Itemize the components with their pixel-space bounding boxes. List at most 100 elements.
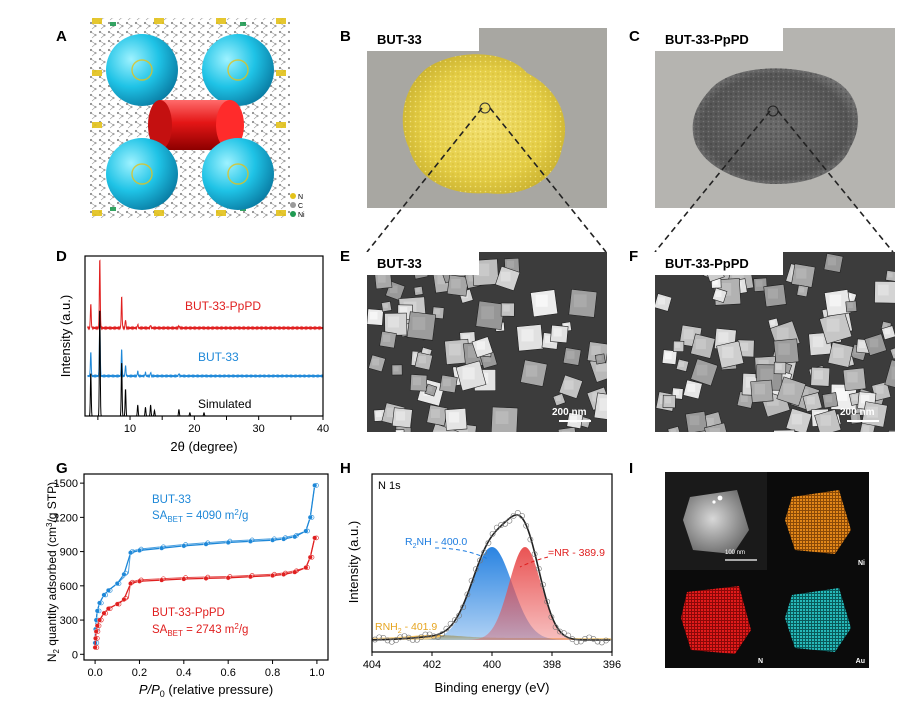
isotherm-ytick-label: 600 [60,581,78,593]
xps-raw-point [477,557,483,564]
sa-value-ppd: SABET = 2743 m2/g [152,622,248,638]
isotherm-point-open [116,581,122,586]
sem-crystal [414,351,433,371]
isotherm-xlabel: P/P0 (relative pressure) [139,682,273,699]
isotherm-point-open [95,636,100,641]
xps-raw-point [393,637,399,644]
isotherm-chart: 0.0 0.2 0.4 0.6 0.8 1.0 0 300 600 900 1200 1500 P/P… [45,473,329,699]
sem-crystal [391,364,403,376]
pxrd-series-1 [87,323,324,379]
pxrd-xtick-label: 40 [317,423,329,435]
xps-raw-point [603,637,609,644]
photo-but33-ppd: BUT-33-PpPD [655,28,895,208]
xps-label-rnh2: RNH2 - 401.9 [375,621,437,635]
eds-label-au: Au [855,658,865,665]
sem-crystal [426,404,449,427]
xps-raw-point [544,598,551,605]
sem-crystal [810,366,831,387]
sem-crystal [520,359,548,387]
sem-crystal [406,311,437,341]
xps-xtick-label: 404 [363,659,381,671]
sem-crystal [391,407,413,429]
isotherm-point-open [161,576,166,582]
xps-raw-point [489,530,496,537]
xps-xtick-label: 402 [423,659,441,671]
isotherm-label-ppd: BUT-33-PpPD [152,607,225,619]
sem-crystal [444,408,468,431]
isotherm-point-open [107,588,113,593]
xps-component-0 [372,547,612,640]
isotherm-xtick-label: 0.0 [87,667,102,679]
isotherm-point-open [205,540,211,546]
sem-crystal [562,347,582,366]
sem-crystal [552,393,566,407]
xps-raw-point [577,638,584,645]
pxrd-ylabel: Intensity (a.u.) [58,295,73,377]
pxrd-series-0 [87,259,324,331]
legend-c: C [297,203,304,210]
panel-label-i: I [629,460,634,477]
xps-raw-point [456,612,462,619]
xps-raw-point [443,625,450,632]
isotherm-ytick-label: 300 [60,615,78,627]
sem-crystal [500,302,515,317]
xps-raw-point [388,638,395,645]
xps-raw-point [569,636,576,643]
xps-leader-r2nh [434,547,489,560]
isotherm-point-open [161,544,166,550]
xps-raw-point [485,540,492,546]
isotherm-point-open [305,528,310,534]
sem-crystal [494,265,521,292]
sem-crystal [594,353,606,365]
isotherm-point-open [314,483,319,488]
xps-raw-point [552,624,559,631]
photo-but33: BUT-33 [367,28,607,208]
sem-crystal [662,394,676,409]
xps-raw-point [397,634,404,641]
eds-label-n: N [757,658,763,665]
xps-raw-point [430,633,437,640]
isotherm-point-open [294,568,299,574]
xps-envelope [371,514,611,641]
xps-raw-point [590,635,597,642]
isotherm-point-open [305,565,310,570]
sem-crystal [796,284,809,298]
pxrd-chart: 10 20 30 40 2θ (degree) Intensity (a.u.) BU… [58,255,329,454]
eds-scale-label: 100 nm [725,550,746,556]
isotherm-point-open [123,595,129,601]
xps-raw-point [498,522,504,528]
sem-crystal [593,392,607,422]
legend-n: N [297,194,304,201]
xps-raw-point [565,632,572,639]
isotherm-xtick-label: 0.2 [132,667,147,679]
panel-label-f: F [629,248,639,265]
sem-crystal [814,408,842,432]
isotherm-point-open [205,574,211,580]
sem-crystal [885,270,895,282]
xps-raw-point [523,522,530,529]
panel-label-a: A [56,28,67,45]
xps-raw-point [422,631,429,638]
isotherm-point-open [309,555,315,560]
xps-raw-point [439,631,446,637]
xps-raw-point [447,620,454,627]
sem-crystal [889,345,895,360]
sem-crystal [819,311,853,345]
pxrd-xtick-label: 10 [124,423,136,435]
sem-crystal [682,379,703,400]
sem-crystal [785,407,813,432]
xps-raw-point [573,638,580,645]
xps-raw-point [384,637,391,644]
sem-crystal [823,253,844,273]
sem-crystal [379,330,397,349]
panel-label-g: G [56,460,68,477]
sem-crystal [704,422,730,432]
isotherm-desorption-0 [94,485,316,643]
isotherm-ytick-label: 1200 [54,512,78,524]
sem-crystal [773,361,787,375]
xps-raw-point [376,634,383,641]
xps-raw-point [451,617,458,624]
tag-but33-photo: BUT-33 [367,28,479,51]
isotherm-point-open [138,577,144,583]
sem-crystal [413,286,424,296]
